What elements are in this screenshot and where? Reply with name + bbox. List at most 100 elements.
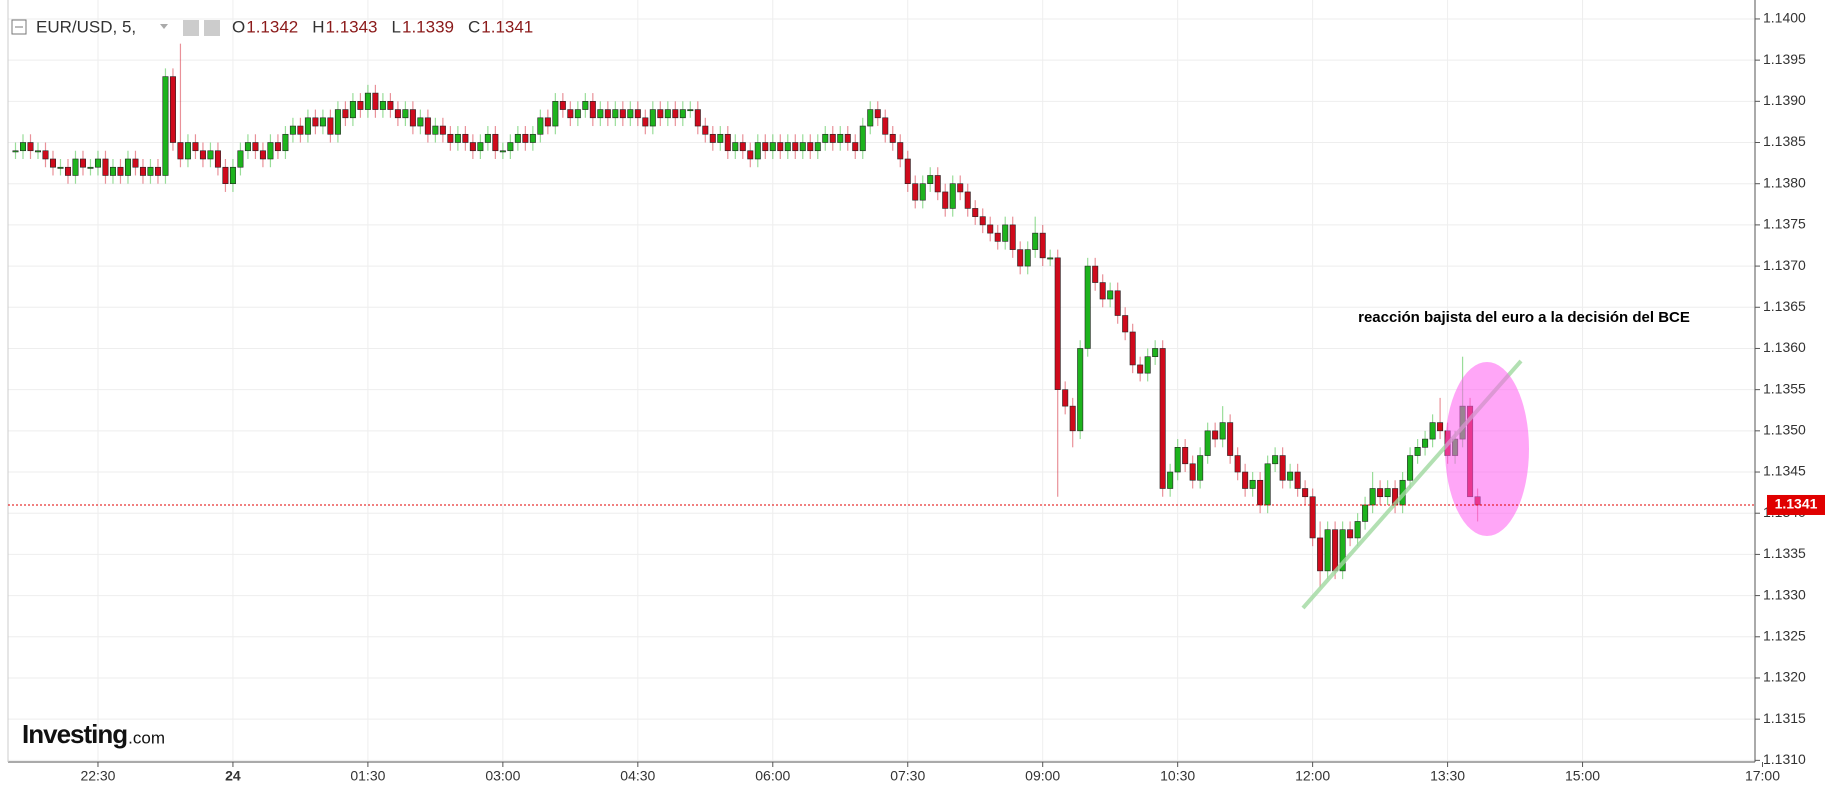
settings-icon[interactable] [204,20,220,36]
candle-body [1234,455,1241,473]
candle-body [402,109,409,119]
candle-body [282,133,289,152]
candle-body [1152,348,1159,357]
candle-body [192,142,199,152]
candle-body [1317,537,1324,572]
candle-body [694,109,701,127]
candle-body [852,142,859,152]
candle-body [1137,364,1144,374]
candle-body [124,158,131,176]
candle-body [807,142,814,152]
candle-body [874,109,881,119]
candle-body [492,133,499,152]
settings-icon[interactable] [183,20,199,36]
candle-body [964,191,971,209]
candle-body [454,133,461,143]
candle-body [859,125,866,152]
candle-body [267,142,274,160]
x-tick-label: 10:30 [1160,768,1195,784]
ohlc-value: 1.1341 [481,17,533,36]
candle-body [747,150,754,160]
candle-body [1347,529,1354,539]
candle-body [1017,249,1024,267]
candle-body [304,117,311,135]
candle-body [567,109,574,119]
candle-body [424,117,431,135]
candle-body [184,142,191,160]
candle-body [679,109,686,119]
candle-body [132,158,139,168]
candle-body [102,158,109,176]
symbol: EUR/USD, 5, [36,17,136,36]
candle-body [634,109,641,119]
y-tick-label: 1.1335 [1763,545,1806,561]
candle-body [777,142,784,152]
y-tick-label: 1.1380 [1763,174,1806,190]
candle-body [349,101,356,119]
candle-body [207,150,214,160]
x-tick-label: 15:00 [1565,768,1600,784]
y-tick-label: 1.1345 [1763,463,1806,479]
candle-body [244,142,251,152]
candle-body [1414,447,1421,456]
candle-body [1204,430,1211,456]
candle-body [837,133,844,143]
candle-body [417,117,424,127]
candle-body [237,150,244,168]
candle-body [432,125,439,135]
candle-body [439,125,446,135]
candle-body [289,125,296,135]
y-tick-label: 1.1375 [1763,216,1806,232]
candle-body [1242,471,1249,489]
y-tick-label: 1.1390 [1763,92,1806,108]
candle-body [529,133,536,143]
candle-body [972,208,979,217]
candle-body [1264,463,1271,506]
candle-body [1009,224,1016,250]
candle-body [1302,488,1309,498]
candle-body [297,125,304,135]
candle-body [732,142,739,152]
candle-body [1227,422,1234,456]
candle-body [702,125,709,135]
dropdown-arrow[interactable] [160,24,168,29]
candle-body [109,166,116,176]
candle-body [1257,479,1264,506]
candle-body [769,142,776,152]
candle-body [1047,257,1054,260]
candle-body [574,109,581,119]
ohlc-value: 1.1342 [246,17,298,36]
candle-body [1077,348,1084,432]
candle-body [499,150,506,153]
candle-body [364,92,371,110]
candle-body [762,142,769,152]
candle-body [1369,488,1376,506]
candle-body [1099,282,1106,300]
candle-body [334,109,341,135]
candle-body [484,133,491,143]
candle-body [1054,257,1061,390]
candle-body [57,166,64,169]
ohlc-key: H [312,17,324,36]
candle-body [814,142,821,152]
candle-body [1279,455,1286,481]
ohlc-key: C [468,17,480,36]
ohlc-value: 1.1339 [402,17,454,36]
candle-body [672,109,679,119]
candle-body [889,133,896,143]
candle-body [229,166,236,185]
candle-body [1219,422,1226,440]
candle-body [1197,455,1204,481]
ohlc-key: O [232,17,245,36]
candle-body [649,109,656,127]
y-tick-label: 1.1315 [1763,710,1806,726]
candle-body [319,117,326,127]
candle-body [1144,356,1151,374]
candle-body [409,109,416,127]
candle-body [1422,438,1429,448]
candle-body [1107,290,1114,300]
candle-body [724,133,731,152]
candle-body [799,142,806,152]
candle-body [642,117,649,127]
candle-body [1002,224,1009,242]
